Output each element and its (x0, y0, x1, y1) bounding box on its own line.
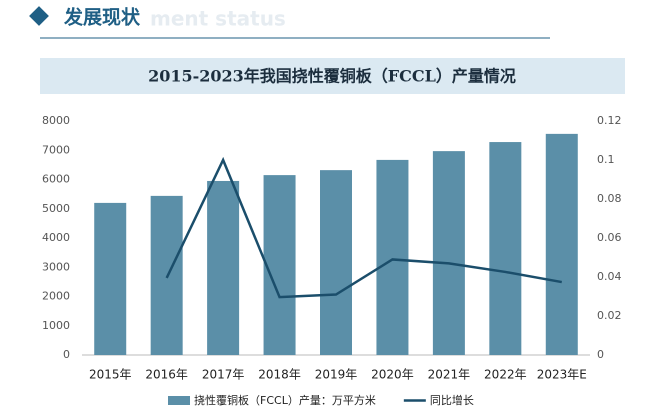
bar (94, 202, 127, 355)
bar (207, 180, 240, 355)
x-tick-label: 2020年 (371, 368, 414, 382)
y-tick-label: 4000 (42, 231, 70, 244)
y-tick-label: 1000 (42, 319, 70, 332)
x-tick-label: 2022年 (484, 368, 527, 382)
bar (489, 142, 522, 355)
y-tick-label: 3000 (42, 260, 70, 273)
y2-tick-label: 0.12 (597, 114, 622, 127)
y2-tick-label: 0.06 (597, 231, 622, 244)
section-title: 发展现状 (63, 6, 141, 29)
title-band (40, 58, 625, 94)
x-tick-label: 2019年 (315, 368, 358, 382)
x-tick-label: 2023年E (537, 368, 587, 382)
x-tick-label: 2017年 (202, 368, 245, 382)
legend-label: 同比增长 (430, 393, 474, 407)
bar (545, 133, 578, 355)
y-tick-label: 2000 (42, 290, 70, 303)
legend-swatch (168, 396, 190, 405)
y-tick-label: 8000 (42, 114, 70, 127)
bar (263, 175, 296, 355)
x-tick-label: 2015年 (89, 368, 132, 382)
y-tick-label: 7000 (42, 143, 70, 156)
x-tick-label: 2018年 (258, 368, 301, 382)
bar (320, 170, 352, 355)
bar (376, 159, 409, 355)
y-tick-label: 5000 (42, 202, 70, 215)
legend-label: 挠性覆铜板（FCCL）产量：万平方米 (194, 393, 376, 407)
y2-tick-label: 0.1 (597, 153, 615, 166)
y2-tick-label: 0.04 (597, 270, 622, 283)
watermark: ment status (150, 7, 286, 31)
bar (432, 151, 465, 355)
y2-tick-label: 0.08 (597, 192, 622, 205)
y2-tick-label: 0.02 (597, 309, 622, 322)
x-tick-label: 2016年 (145, 368, 188, 382)
x-tick-label: 2021年 (428, 368, 471, 382)
line (165, 156, 562, 299)
y-tick-label: 0 (63, 348, 70, 361)
chart-title: 2015-2023年我国挠性覆铜板（FCCL）产量情况 (148, 67, 516, 86)
y-tick-label: 6000 (42, 173, 70, 186)
y2-tick-label: 0 (597, 348, 604, 361)
